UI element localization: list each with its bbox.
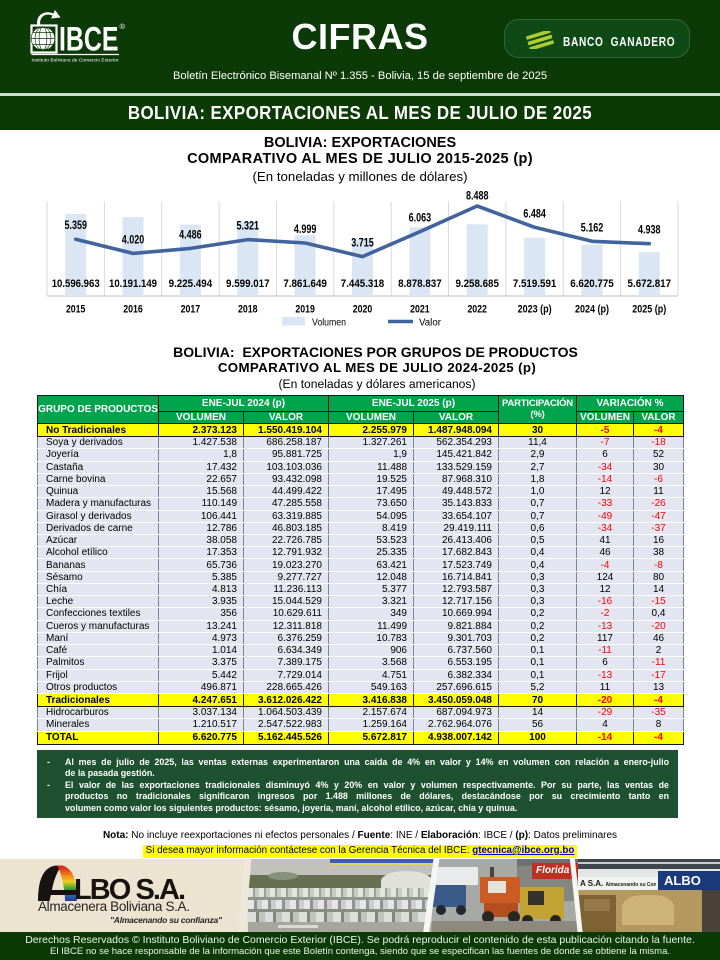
svg-text:4.020: 4.020 xyxy=(122,234,145,246)
svg-text:7.445.318: 7.445.318 xyxy=(341,278,385,290)
svg-text:Instituto Boliviano de Comerci: Instituto Boliviano de Comercio Exterior xyxy=(32,58,119,64)
svg-text:2024 (p): 2024 (p) xyxy=(575,304,609,316)
svg-text:6.484: 6.484 xyxy=(523,208,546,220)
svg-text:IBCE: IBCE xyxy=(59,21,119,59)
svg-text:5.359: 5.359 xyxy=(64,220,87,232)
svg-text:2015: 2015 xyxy=(66,304,86,316)
svg-text:5.162: 5.162 xyxy=(581,222,604,234)
svg-text:10.596.963: 10.596.963 xyxy=(52,278,100,290)
svg-text:9.225.494: 9.225.494 xyxy=(169,278,213,290)
svg-text:4.999: 4.999 xyxy=(294,224,317,236)
svg-text:2023 (p): 2023 (p) xyxy=(518,304,552,316)
svg-text:3.715: 3.715 xyxy=(351,238,374,250)
svg-text:7.519.591: 7.519.591 xyxy=(513,278,557,290)
svg-text:LBO S.A.: LBO S.A. xyxy=(74,874,186,906)
svg-text:10.191.149: 10.191.149 xyxy=(109,278,157,290)
svg-text:4.938: 4.938 xyxy=(638,225,661,237)
svg-text:2019: 2019 xyxy=(295,304,315,316)
svg-text:Almacenera Boliviana S.A.: Almacenera Boliviana S.A. xyxy=(38,899,190,914)
svg-text:7.861.649: 7.861.649 xyxy=(283,278,327,290)
svg-text:®: ® xyxy=(120,22,126,31)
svg-text:2020: 2020 xyxy=(353,304,373,316)
svg-text:2022: 2022 xyxy=(467,304,487,316)
svg-text:5.321: 5.321 xyxy=(237,221,260,233)
svg-text:Valor: Valor xyxy=(419,318,442,329)
svg-text:9.599.017: 9.599.017 xyxy=(226,278,270,290)
svg-text:4.486: 4.486 xyxy=(179,229,202,241)
svg-text:6.063: 6.063 xyxy=(409,213,432,225)
svg-text:2018: 2018 xyxy=(238,304,258,316)
svg-text:2021: 2021 xyxy=(410,304,430,316)
svg-text:5.672.817: 5.672.817 xyxy=(628,278,672,290)
svg-text:Volumen: Volumen xyxy=(312,318,346,329)
svg-text:2016: 2016 xyxy=(123,304,143,316)
svg-text:"Almacenando su confianza": "Almacenando su confianza" xyxy=(110,915,223,925)
svg-text:2017: 2017 xyxy=(181,304,201,316)
svg-text:9.258.685: 9.258.685 xyxy=(455,278,499,290)
svg-text:2025 (p): 2025 (p) xyxy=(632,304,666,316)
svg-text:8.878.837: 8.878.837 xyxy=(398,278,442,290)
svg-text:8.488: 8.488 xyxy=(466,191,489,203)
svg-text:6.620.775: 6.620.775 xyxy=(570,278,614,290)
